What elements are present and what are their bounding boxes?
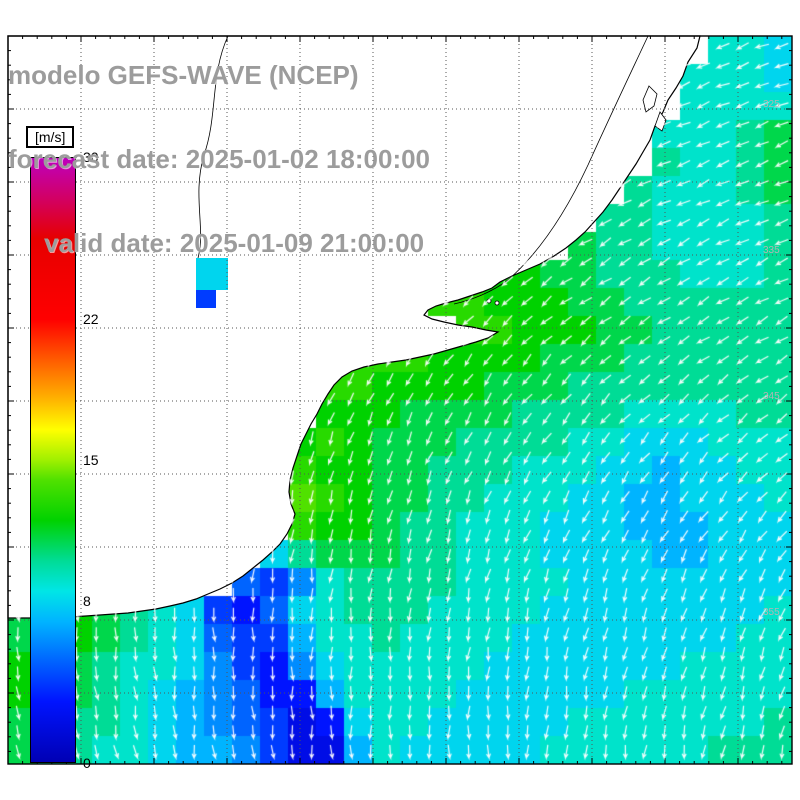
grid-coordinate-label: 355 [763,607,780,618]
colorbar-gradient [30,157,76,763]
model-title: modelo GEFS-WAVE (NCEP) [8,60,359,90]
colorbar-tick: 22 [83,310,99,327]
colorbar-tick: 8 [83,593,91,610]
grid-coordinate-label: 325 [763,99,780,110]
colorbar-tick: 15 [83,452,99,468]
grid-coordinate-label: 335 [763,245,780,256]
grid-coordinate-label: 345 [763,391,780,402]
forecast-date: forecast date: 2025-01-02 18:00:00 [8,144,431,174]
colorbar-unit-label: [m/s] [26,126,75,148]
colorbar-tick: 30 [83,149,99,165]
colorbar-tick: 0 [83,755,91,771]
valid-date: valid date: 2025-01-09 21:00:00 [44,228,425,258]
title-block: modelo GEFS-WAVE (NCEP) forecast date: 2… [8,5,430,313]
